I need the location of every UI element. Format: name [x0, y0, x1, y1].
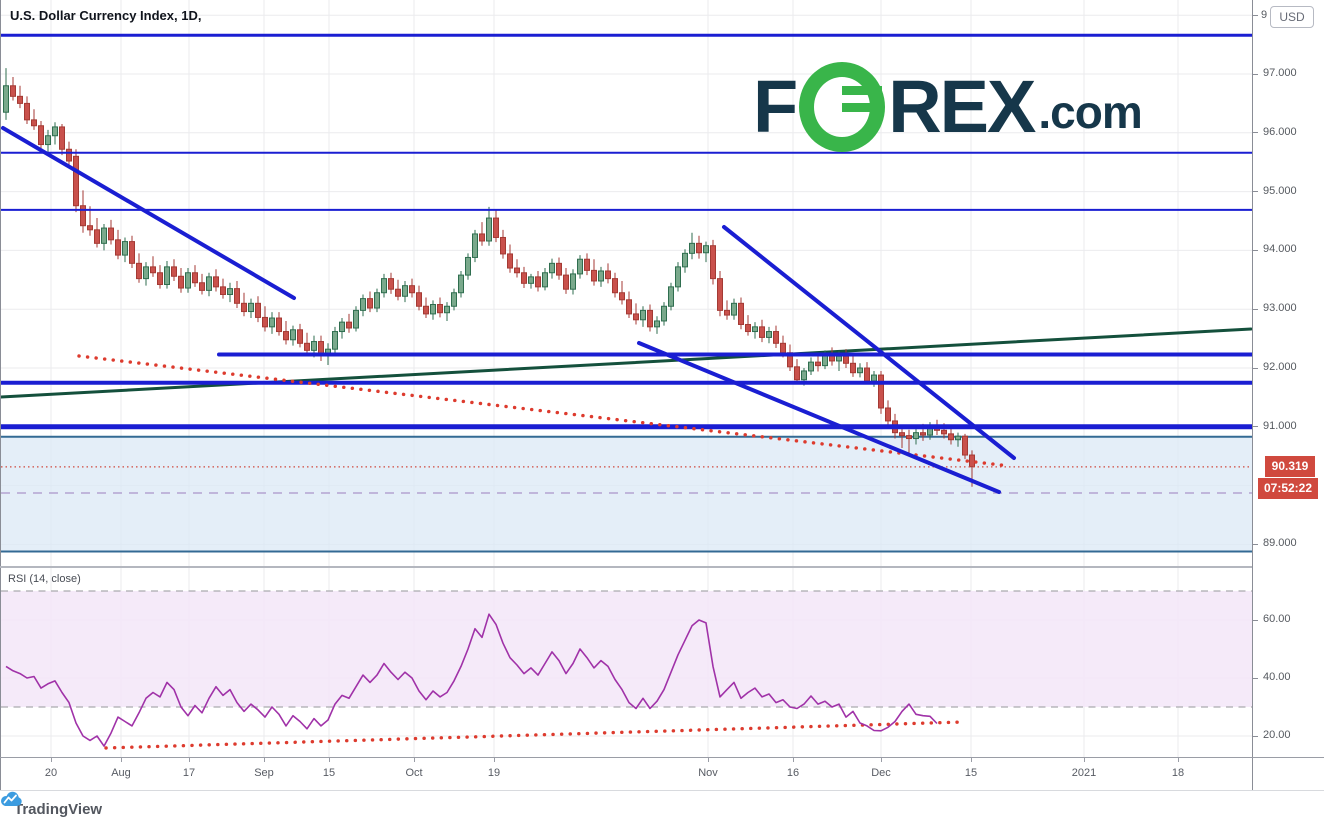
price-axis-label-tick: [1253, 426, 1258, 428]
time-axis-label: 19: [487, 767, 501, 779]
time-axis-tick: [971, 758, 972, 762]
time-axis-label: Nov: [698, 767, 718, 779]
time-axis-label: 18: [1171, 767, 1185, 779]
price-axis-label-tick: [1253, 543, 1258, 545]
time-axis-label: 15: [322, 767, 336, 779]
price-axis-label: 89.000: [1263, 537, 1297, 550]
currency-toggle-badge[interactable]: USD: [1270, 6, 1314, 28]
bar-countdown-label: 07:52:22: [1258, 478, 1318, 499]
last-price-label: 90.319: [1265, 456, 1315, 477]
rsi-axis-label: 40.00: [1263, 671, 1291, 683]
rsi-axis-label-tick: [1253, 735, 1258, 737]
rsi-axis-label: 20.00: [1263, 729, 1291, 741]
time-axis-label: Dec: [871, 767, 891, 779]
price-axis-label-tick: [1253, 73, 1258, 75]
time-axis-label: 20: [44, 767, 58, 779]
time-axis-tick: [793, 758, 794, 762]
price-axis-label: 96.000: [1263, 125, 1297, 138]
footer-bar: TradingView: [0, 790, 1324, 827]
price-axis-label-tick: [1253, 249, 1258, 251]
time-axis-label: 16: [786, 767, 800, 779]
price-axis[interactable]: 9 USD 90.319 07:52:22 97.000 96.000 95.000…: [1252, 0, 1324, 757]
time-axis-label: 2021: [1071, 767, 1097, 779]
candlestick-chart-canvas[interactable]: [1, 0, 1253, 566]
axis-corner: [1252, 758, 1324, 790]
rsi-chart-canvas[interactable]: [1, 568, 1253, 757]
main-chart-pane[interactable]: F REX .com U.S. Dollar Currency Index, 1…: [0, 0, 1253, 566]
price-axis-label-tick: [1253, 132, 1258, 134]
time-axis-tick: [189, 758, 190, 762]
pane-separator[interactable]: [0, 566, 1324, 568]
rsi-axis-label-tick: [1253, 619, 1258, 621]
watermark-letter-f: F: [753, 65, 798, 148]
rsi-axis-label: 60.00: [1263, 613, 1291, 625]
time-axis-tick: [329, 758, 330, 762]
time-axis-tick: [51, 758, 52, 762]
time-axis-tick: [264, 758, 265, 762]
time-axis-label: Sep: [254, 767, 274, 779]
chart-title: U.S. Dollar Currency Index, 1D,: [10, 8, 202, 23]
time-axis-tick: [881, 758, 882, 762]
time-axis-tick: [494, 758, 495, 762]
price-axis-label-tick: [1253, 367, 1258, 369]
price-axis-label: 92.000: [1263, 361, 1297, 373]
tradingview-logo-icon[interactable]: [0, 791, 22, 807]
price-axis-clipped-label: 9: [1261, 9, 1268, 21]
price-axis-label-tick: [1253, 191, 1258, 193]
watermark-dot-com: .com: [1038, 86, 1142, 138]
time-axis-label: Oct: [405, 767, 423, 779]
time-axis-tick: [414, 758, 415, 762]
rsi-axis-label-tick: [1253, 677, 1258, 679]
forex-com-watermark: F REX .com: [753, 62, 1143, 152]
price-axis-label: 97.000: [1263, 67, 1297, 79]
watermark-o-icon: [799, 62, 886, 152]
price-axis-label: 91.000: [1263, 419, 1297, 432]
rsi-indicator-label: RSI (14, close): [8, 573, 81, 585]
pane-separator-bottom[interactable]: [0, 757, 1324, 758]
price-axis-label: 95.000: [1263, 184, 1297, 197]
price-axis-label: 93.000: [1263, 302, 1297, 315]
time-axis-tick: [121, 758, 122, 762]
time-axis-label: 15: [964, 767, 978, 779]
time-axis-tick: [1084, 758, 1085, 762]
price-axis-98-tick: [1253, 14, 1258, 16]
time-axis-tick: [1178, 758, 1179, 762]
price-axis-label-tick: [1253, 308, 1258, 310]
watermark-letters-rex: REX: [888, 65, 1036, 148]
rsi-indicator-pane[interactable]: RSI (14, close): [0, 568, 1253, 757]
time-axis-label: 17: [182, 767, 196, 779]
tradingview-brand-text[interactable]: TradingView: [14, 800, 103, 818]
time-axis[interactable]: 20 Aug 17 Sep 15 Oct 19 Nov 16 Dec 15 2021 18: [0, 758, 1253, 790]
time-axis-tick: [708, 758, 709, 762]
price-axis-label: 94.000: [1263, 243, 1297, 256]
time-axis-label: Aug: [111, 767, 131, 779]
